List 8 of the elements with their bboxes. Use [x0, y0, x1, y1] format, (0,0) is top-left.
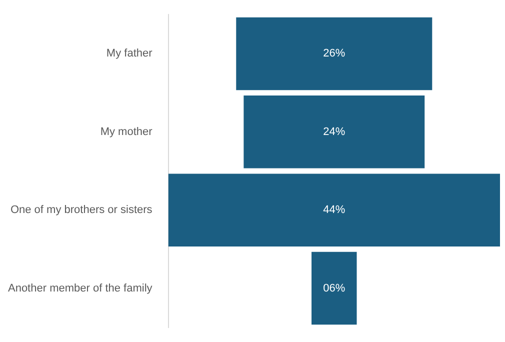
data-label: 06%: [323, 282, 346, 294]
category-label: My mother: [100, 126, 153, 138]
data-label: 44%: [323, 204, 346, 216]
data-label: 26%: [323, 48, 346, 60]
data-label: 24%: [323, 126, 346, 138]
category-label: One of my brothers or sisters: [10, 204, 153, 216]
category-label: My father: [106, 48, 153, 60]
category-label: Another member of the family: [8, 282, 153, 294]
